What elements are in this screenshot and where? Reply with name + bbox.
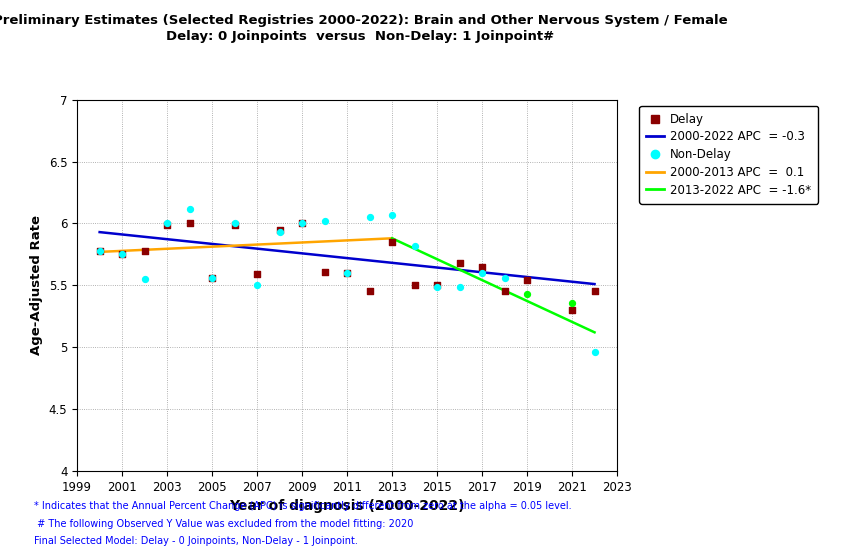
Point (520, 276, 534, 285)
Point (93, 246, 106, 255)
Legend: Delay, 2000-2022 APC  = -0.3, Non-Delay, 2000-2013 APC  =  0.1, 2013-2022 APC  =: Delay, 2000-2022 APC = -0.3, Non-Delay, … (639, 106, 818, 204)
Point (273, 225, 286, 234)
Point (475, 269, 488, 278)
Point (408, 242, 422, 250)
Point (520, 290, 534, 299)
Point (340, 269, 354, 278)
Point (273, 228, 286, 237)
Point (318, 217, 332, 225)
Point (498, 287, 512, 296)
Point (318, 267, 332, 276)
Point (475, 262, 488, 271)
Point (566, 306, 579, 315)
Point (183, 219, 196, 228)
X-axis label: Year of diagnosis (2000-2022): Year of diagnosis (2000-2022) (230, 499, 464, 513)
Point (385, 238, 399, 247)
Point (588, 287, 602, 296)
Point (183, 204, 196, 213)
Point (340, 269, 354, 278)
Point (160, 219, 174, 228)
Point (138, 246, 152, 255)
Text: # The following Observed Y Value was excluded from the model fitting: 2020: # The following Observed Y Value was exc… (34, 519, 414, 529)
Point (498, 274, 512, 283)
Point (205, 274, 219, 283)
Text: Delay: 0 Joinpoints  versus  Non-Delay: 1 Joinpoint#: Delay: 0 Joinpoints versus Non-Delay: 1 … (166, 30, 554, 43)
Point (363, 287, 376, 296)
Point (160, 220, 174, 229)
Point (295, 219, 309, 228)
Point (228, 219, 242, 228)
Point (205, 274, 219, 283)
Point (228, 220, 242, 229)
Text: * Indicates that the Annual Percent Change (APC) is significantly different from: * Indicates that the Annual Percent Chan… (34, 501, 572, 511)
Text: Final Selected Model: Delay - 0 Joinpoints, Non-Delay - 1 Joinpoint.: Final Selected Model: Delay - 0 Joinpoin… (34, 536, 358, 546)
Point (452, 259, 466, 268)
Point (93, 246, 106, 255)
Point (363, 213, 376, 222)
Point (408, 281, 422, 290)
Point (115, 250, 129, 259)
Point (115, 250, 129, 259)
Point (430, 281, 444, 290)
Point (430, 282, 444, 291)
Point (138, 275, 152, 284)
Text: Preliminary Estimates (Selected Registries 2000-2022): Brain and Other Nervous S: Preliminary Estimates (Selected Registri… (0, 14, 728, 27)
Y-axis label: Age-Adjusted Rate: Age-Adjusted Rate (30, 216, 43, 355)
Point (385, 211, 399, 219)
Point (295, 219, 309, 228)
Point (452, 282, 466, 291)
Point (588, 348, 602, 357)
Point (250, 281, 264, 290)
Point (250, 270, 264, 279)
Point (566, 298, 579, 307)
